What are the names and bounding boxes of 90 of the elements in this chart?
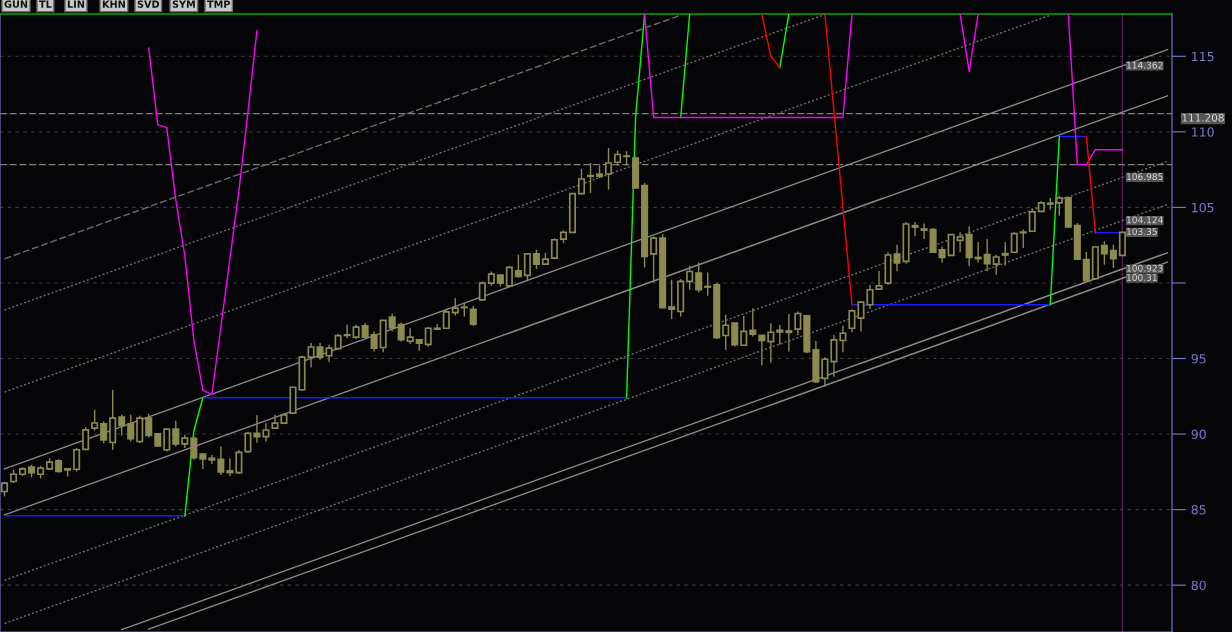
y-tick-label: 80 bbox=[1191, 580, 1206, 591]
candlestick bbox=[253, 414, 261, 444]
candlestick bbox=[469, 305, 477, 327]
candlestick bbox=[586, 162, 595, 194]
candlestick bbox=[839, 325, 847, 354]
text: 103.35 bbox=[1127, 228, 1157, 235]
candlestick bbox=[1055, 194, 1063, 217]
candlestick bbox=[505, 265, 513, 287]
candlestick bbox=[983, 238, 991, 273]
candlestick bbox=[695, 261, 703, 294]
candlestick bbox=[686, 265, 694, 291]
candlestick bbox=[217, 445, 225, 476]
candlestick bbox=[920, 222, 928, 240]
candlestick bbox=[1028, 207, 1036, 233]
candlestick bbox=[235, 449, 243, 475]
data-label: 104.124 bbox=[1127, 216, 1163, 224]
text: SYM bbox=[172, 0, 195, 8]
candlestick bbox=[604, 147, 613, 191]
candlestick bbox=[1118, 230, 1126, 257]
candlestick bbox=[1100, 240, 1108, 266]
line-series bbox=[3, 203, 1169, 625]
candlestick bbox=[73, 447, 81, 473]
y-tick-label: 110 bbox=[1192, 127, 1214, 137]
text: LIN bbox=[67, 0, 85, 8]
ref-line-label: 111.208 bbox=[1182, 113, 1224, 122]
candlestick bbox=[848, 308, 856, 333]
text: TMP bbox=[207, 0, 231, 8]
candlestick bbox=[1010, 231, 1018, 254]
text: TL bbox=[39, 0, 52, 8]
candlestick bbox=[722, 314, 730, 351]
candlestick bbox=[1082, 251, 1090, 283]
text: SVD bbox=[137, 0, 160, 8]
candlestick bbox=[794, 310, 802, 336]
candlestick bbox=[127, 414, 135, 443]
candlestick bbox=[478, 280, 486, 302]
data-label: 100.31 bbox=[1127, 274, 1157, 281]
candlestick bbox=[172, 420, 180, 448]
candlestick bbox=[226, 457, 234, 477]
candlestick bbox=[776, 324, 784, 346]
y-tick-label: 90 bbox=[1191, 429, 1206, 439]
candlestick bbox=[136, 415, 144, 444]
candlestick bbox=[929, 227, 937, 254]
text: GUN bbox=[4, 0, 28, 8]
candlestick bbox=[830, 334, 838, 378]
line-series bbox=[3, 14, 682, 260]
candlestick bbox=[442, 309, 450, 330]
data-label: 114.362 bbox=[1127, 61, 1163, 69]
candlestick bbox=[550, 237, 558, 260]
candlestick bbox=[992, 254, 1000, 276]
candlestick bbox=[577, 168, 586, 195]
candlestick bbox=[956, 231, 964, 253]
candlestick bbox=[758, 334, 766, 367]
candlestick bbox=[82, 426, 90, 451]
candlestick bbox=[785, 313, 793, 353]
candlestick bbox=[704, 271, 712, 297]
candlestick bbox=[91, 409, 99, 432]
data-label: 100.923 bbox=[1127, 264, 1163, 272]
text: KHN bbox=[102, 0, 125, 8]
data-label: 106.985 bbox=[1127, 173, 1163, 181]
candlestick bbox=[532, 249, 540, 270]
candlestick bbox=[1001, 241, 1009, 267]
line-series bbox=[3, 95, 1169, 516]
candlestick bbox=[650, 235, 658, 284]
candlestick bbox=[1019, 228, 1027, 249]
candlestick bbox=[262, 422, 270, 443]
candlestick bbox=[118, 414, 126, 437]
line-series bbox=[3, 49, 1169, 470]
candlestick bbox=[523, 252, 531, 283]
y-tick-label: 95 bbox=[1191, 353, 1206, 364]
candlestick bbox=[749, 307, 757, 338]
candlestick bbox=[767, 322, 775, 364]
candlestick bbox=[965, 225, 973, 268]
candlestick bbox=[100, 420, 108, 444]
candlestick bbox=[668, 279, 676, 320]
candlestick bbox=[740, 315, 748, 347]
candlestick bbox=[821, 356, 829, 388]
candlestick bbox=[1109, 244, 1117, 269]
line-series bbox=[3, 14, 1051, 393]
candlestick bbox=[911, 221, 919, 237]
line-series bbox=[3, 160, 1169, 581]
candlestick bbox=[190, 435, 198, 461]
candlestick bbox=[514, 254, 522, 279]
candlestick bbox=[343, 323, 351, 339]
candlestick bbox=[370, 330, 378, 353]
candlestick bbox=[947, 233, 955, 257]
y-tick-label: 115 bbox=[1192, 51, 1214, 62]
y-tick-label: 105 bbox=[1192, 202, 1214, 213]
candlestick bbox=[145, 413, 153, 439]
candlestick bbox=[731, 322, 739, 348]
y-tick-label: 85 bbox=[1191, 505, 1206, 515]
